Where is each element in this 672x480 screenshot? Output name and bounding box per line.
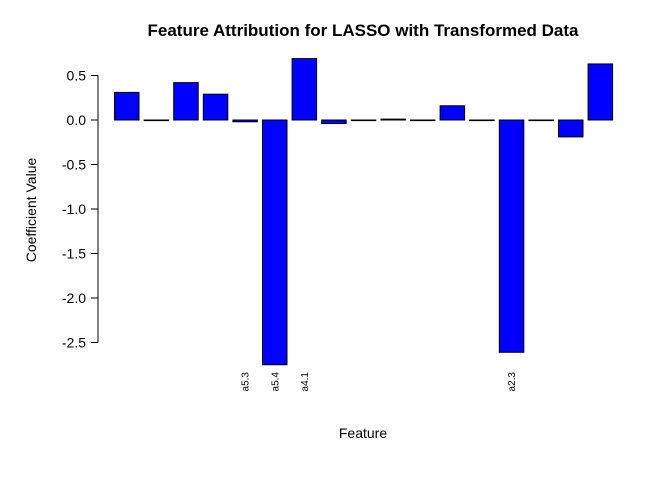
x-tick-label: a2.3 bbox=[507, 372, 518, 392]
y-tick-label: -1.5 bbox=[62, 246, 86, 262]
x-tick-label: a5.4 bbox=[270, 372, 281, 392]
bar bbox=[528, 119, 554, 122]
bar bbox=[410, 119, 436, 122]
y-tick-label: -0.5 bbox=[62, 157, 86, 173]
bar bbox=[380, 118, 406, 121]
y-tick-label: -2.0 bbox=[62, 290, 86, 306]
y-axis: 0.5 0.0 -0.5 -1.0 -1.5 -2.0 -2.5 bbox=[62, 68, 99, 351]
bar bbox=[350, 119, 377, 122]
y-axis-label: Coefficient Value bbox=[23, 158, 39, 263]
bar bbox=[173, 82, 199, 121]
bar bbox=[321, 119, 347, 125]
bar bbox=[202, 93, 229, 121]
y-tick-label: 0.5 bbox=[67, 68, 87, 84]
bar bbox=[439, 105, 466, 121]
y-tick-label: -2.5 bbox=[62, 335, 86, 351]
bar bbox=[291, 58, 318, 121]
bar bbox=[498, 119, 525, 353]
bars bbox=[114, 58, 614, 366]
bar bbox=[143, 119, 170, 122]
chart-title: Feature Attribution for LASSO with Trans… bbox=[147, 21, 579, 40]
bar bbox=[232, 119, 258, 123]
x-axis-label: Feature bbox=[339, 425, 387, 441]
x-tick-label: a5.3 bbox=[241, 372, 252, 392]
x-tick-labels: a5.3 a5.4 a4.1 a2.3 bbox=[241, 372, 518, 392]
y-tick-label: -1.0 bbox=[62, 201, 86, 217]
bar bbox=[114, 91, 140, 121]
bar bbox=[262, 119, 288, 366]
bar bbox=[587, 63, 614, 121]
y-tick-label: 0.0 bbox=[67, 112, 87, 128]
x-tick-label: a4.1 bbox=[300, 372, 311, 392]
bar bbox=[469, 119, 495, 122]
bar bbox=[558, 119, 584, 138]
